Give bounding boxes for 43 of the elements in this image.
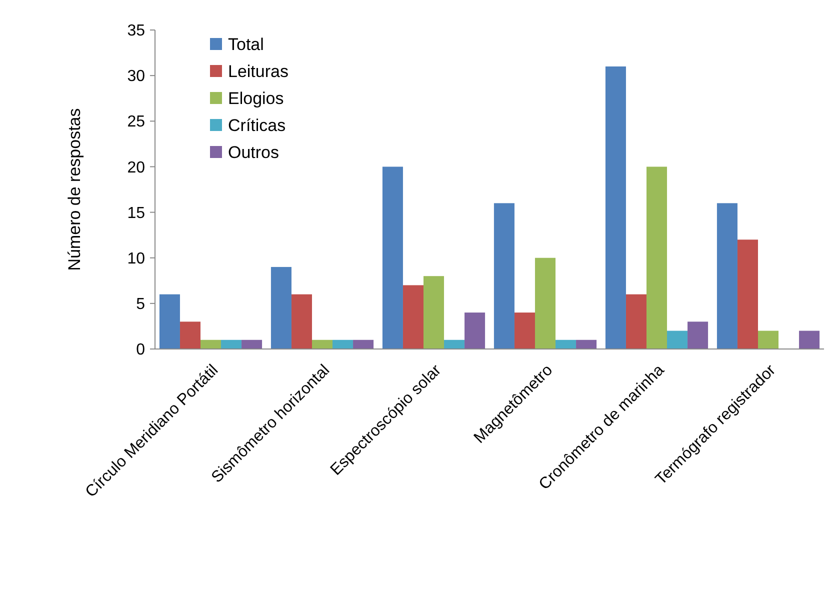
legend-label: Críticas <box>228 116 286 135</box>
bar <box>291 294 312 349</box>
bar <box>626 294 646 349</box>
y-tick-label: 10 <box>127 250 146 268</box>
bar <box>605 66 626 349</box>
y-axis-title: Número de respostas <box>65 108 84 271</box>
bar <box>423 276 444 349</box>
bar <box>716 203 738 349</box>
bar <box>332 340 354 349</box>
y-tick-label: 20 <box>127 159 146 176</box>
bar <box>799 330 820 349</box>
bar <box>534 258 556 349</box>
y-tick-label: 30 <box>127 68 146 86</box>
y-tick-label: 5 <box>136 296 146 314</box>
bar <box>270 266 292 349</box>
bar <box>464 312 486 349</box>
bar <box>180 322 200 349</box>
bar <box>737 240 758 349</box>
y-tick-label: 25 <box>127 114 146 131</box>
y-tick-label: 35 <box>127 22 146 40</box>
bar <box>159 294 180 349</box>
bar <box>494 203 514 349</box>
legend-label: Total <box>228 34 264 54</box>
bar <box>242 340 262 349</box>
bar <box>646 166 668 349</box>
bar <box>444 340 465 349</box>
legend-label: Leituras <box>228 62 288 81</box>
bar <box>514 312 535 349</box>
bar <box>576 340 597 349</box>
bar <box>382 166 403 349</box>
legend-label: Elogios <box>228 88 284 108</box>
bar <box>667 330 688 349</box>
bar <box>688 322 708 349</box>
bar <box>758 330 779 349</box>
bar <box>402 285 424 349</box>
legend-label: Outros <box>228 142 280 162</box>
bar <box>312 340 333 349</box>
bar <box>221 340 242 349</box>
bar <box>353 340 374 349</box>
y-tick-label: 15 <box>127 204 146 222</box>
bar <box>556 340 576 349</box>
y-tick-label: 0 <box>136 342 146 359</box>
bar <box>200 340 222 349</box>
